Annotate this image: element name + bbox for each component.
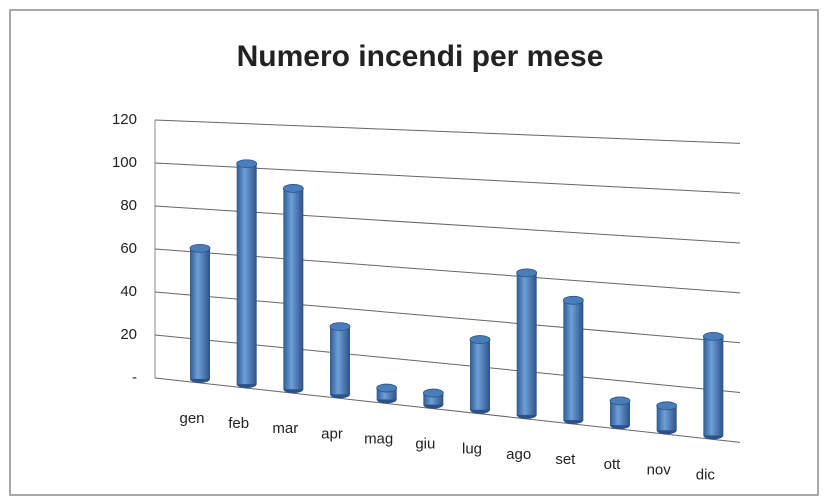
bar (329, 322, 351, 399)
x-tick-label: apr (321, 425, 343, 442)
x-tick-label: mar (272, 420, 298, 437)
y-tick-label: 120 (112, 111, 137, 128)
bar (422, 388, 444, 409)
chart-title: Numero incendi per mese (237, 40, 604, 73)
grid-line (154, 377, 741, 443)
x-tick-label: nov (647, 461, 672, 478)
y-tick-label: 40 (120, 283, 137, 300)
y-tick-label: 80 (120, 197, 137, 214)
y-tick-label: - (132, 369, 137, 386)
x-tick-label: dic (696, 466, 716, 483)
grid-line (154, 119, 741, 144)
y-tick-label: 100 (112, 154, 137, 171)
bar (376, 383, 398, 404)
y-tick-label: 60 (120, 240, 137, 257)
bar (469, 335, 491, 414)
x-tick-label: set (555, 451, 576, 468)
bar (562, 295, 584, 425)
bar (702, 331, 724, 440)
x-tick-label: ago (506, 446, 531, 463)
bar (516, 268, 538, 419)
bar (609, 396, 631, 430)
x-tick-label: giu (415, 436, 435, 453)
bar (236, 159, 258, 389)
x-tick-label: feb (228, 415, 249, 432)
chart-frame (9, 9, 819, 496)
bar (656, 401, 678, 435)
x-tick-label: ott (604, 456, 622, 473)
x-tick-label: gen (179, 410, 204, 427)
bar (282, 184, 304, 394)
x-tick-label: lug (462, 441, 482, 458)
bar (189, 243, 211, 383)
y-tick-label: 20 (120, 326, 137, 343)
x-tick-label: mag (364, 430, 393, 447)
